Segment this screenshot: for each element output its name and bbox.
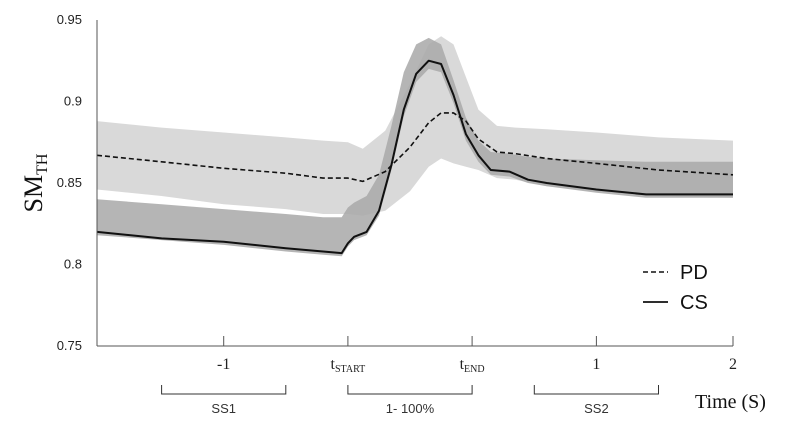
line-cs	[96, 59, 733, 255]
y-axis-label: SMTH	[19, 153, 51, 212]
x-tick-label: 2	[729, 356, 737, 373]
band-cs	[97, 37, 733, 257]
x-tick-label: -1	[217, 356, 230, 373]
axes	[96, 20, 733, 347]
y-axis-label-main: SM	[19, 175, 48, 213]
y-tick-label: 0.95	[57, 12, 82, 27]
x-tick-label: tEND	[460, 356, 485, 375]
series-lines	[96, 59, 734, 255]
y-tick-label: 0.75	[57, 338, 82, 353]
x-tick-label: tSTART	[331, 356, 366, 375]
y-tick-label: 0.9	[64, 94, 82, 109]
segment-brackets: SS1 1- 100% SS2	[161, 385, 659, 416]
segment-label: SS1	[211, 401, 236, 416]
confidence-bands	[97, 36, 733, 257]
segment-bracket	[533, 385, 659, 395]
y-ticks: 0.75 0.8 0.85 0.9 0.95	[57, 12, 82, 353]
line-pd	[96, 112, 734, 183]
y-tick-label: 0.8	[64, 257, 82, 272]
segment-label: SS2	[584, 401, 609, 416]
legend-cs-label: CS	[680, 292, 708, 314]
legend: PD CS	[643, 262, 708, 314]
segment-bracket	[347, 385, 473, 395]
y-axis-label-sub: TH	[34, 153, 51, 175]
x-axis-label: Time (S)	[695, 391, 766, 413]
segment-label: 1- 100%	[386, 401, 435, 416]
legend-pd-label: PD	[680, 262, 708, 284]
segment-bracket	[161, 385, 287, 395]
x-ticks: -1 tSTART tEND 1 2	[217, 336, 737, 375]
x-tick-label: 1	[592, 356, 600, 373]
y-tick-label: 0.85	[57, 175, 82, 190]
